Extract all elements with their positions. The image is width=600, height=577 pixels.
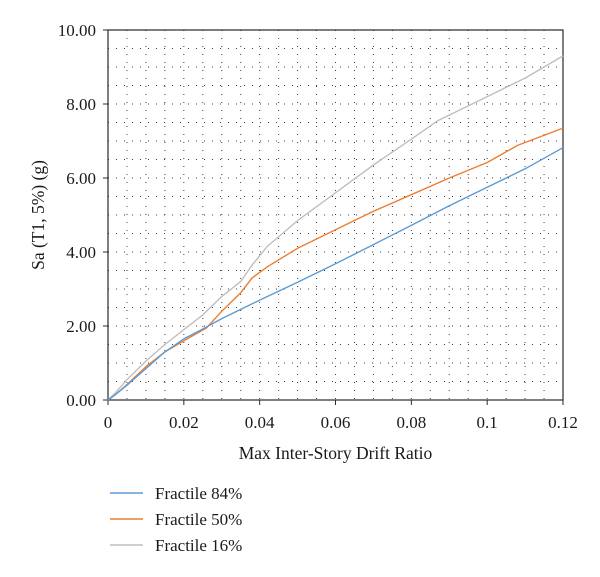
series-line-fractile-16 [107,55,564,401]
y-axis-ticks: 0.00 2.00 4.00 6.00 8.00 10.00 [58,21,108,410]
x-tick-label: 0.04 [245,413,275,432]
y-tick-label: 10.00 [58,21,96,40]
y-tick-label: 8.00 [66,95,96,114]
series-line-fractile-50 [107,127,564,401]
x-tick-label: 0.1 [477,413,498,432]
y-axis-title: Sa (T1, 5%) (g) [28,160,48,270]
legend-item: Fractile 50% [110,510,242,529]
x-axis-title: Max Inter-Story Drift Ratio [239,443,433,463]
y-tick-label: 0.00 [66,391,96,410]
x-tick-label: 0 [104,413,113,432]
x-tick-label: 0.02 [169,413,199,432]
legend: Fractile 84% Fractile 50% Fractile 16% [110,484,242,555]
y-tick-label: 2.00 [66,317,96,336]
x-tick-label: 0.12 [548,413,578,432]
x-axis-ticks: 0 0.02 0.04 0.06 0.08 0.1 0.12 [104,400,578,432]
series-lines [107,55,564,401]
y-tick-label: 4.00 [66,243,96,262]
y-tick-label: 6.00 [66,169,96,188]
legend-label: Fractile 16% [155,536,242,555]
legend-item: Fractile 16% [110,536,242,555]
legend-label: Fractile 84% [155,484,242,503]
x-tick-label: 0.06 [321,413,351,432]
series-line-fractile-84 [107,147,564,401]
legend-item: Fractile 84% [110,484,242,503]
x-tick-label: 0.08 [396,413,426,432]
legend-label: Fractile 50% [155,510,242,529]
